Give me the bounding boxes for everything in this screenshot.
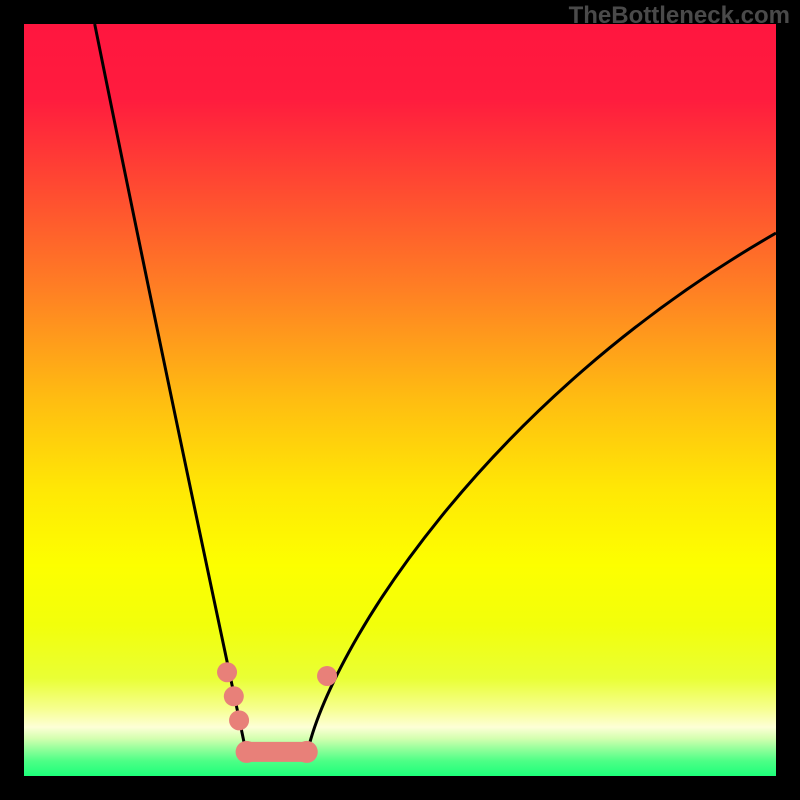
marker-dot <box>236 741 258 763</box>
marker-dot <box>217 662 237 682</box>
bottleneck-chart <box>24 24 776 776</box>
gradient-background <box>24 24 776 776</box>
marker-dot <box>229 710 249 730</box>
marker-dot <box>296 741 318 763</box>
chart-frame: TheBottleneck.com <box>0 0 800 800</box>
marker-dot <box>317 666 337 686</box>
marker-dot <box>224 686 244 706</box>
